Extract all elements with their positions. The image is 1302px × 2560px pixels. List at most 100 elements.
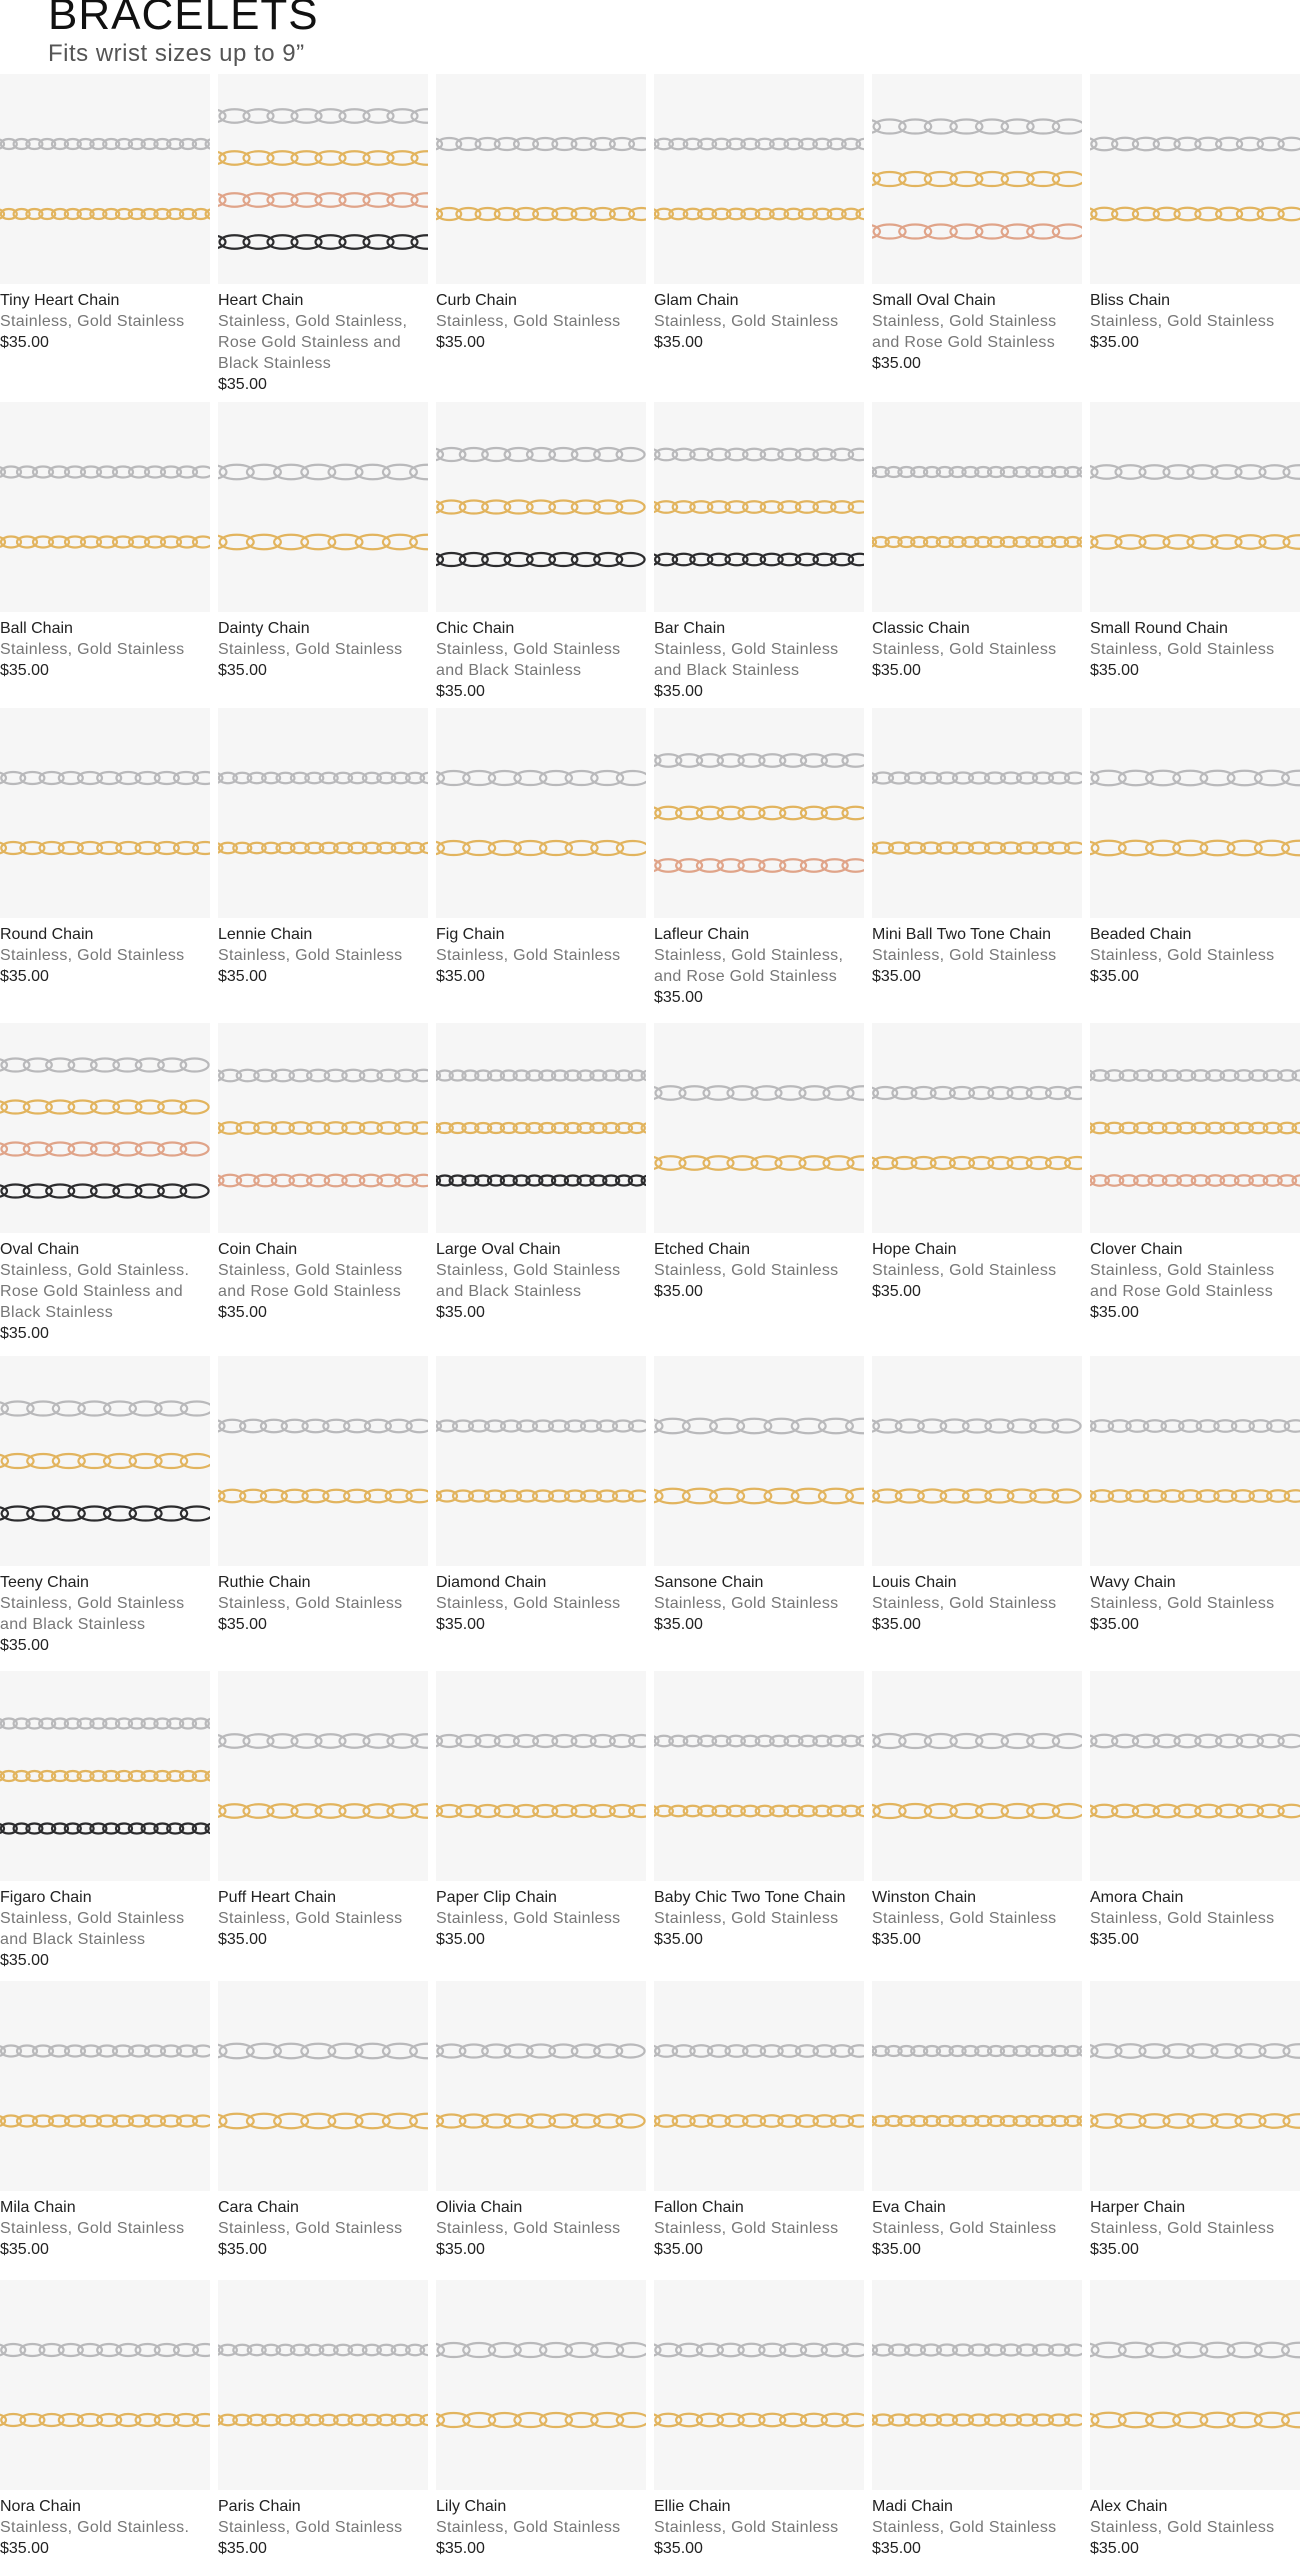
product-card[interactable]: Lafleur Chain Stainless, Gold Stainless, … xyxy=(654,708,864,1008)
product-card[interactable]: Heart Chain Stainless, Gold Stainless, Ro… xyxy=(218,74,428,395)
chain-link xyxy=(671,447,696,462)
product-card[interactable]: Oval Chain Stainless, Gold Stainless. Ros… xyxy=(0,1023,210,1344)
chain-link xyxy=(235,1173,260,1188)
product-card[interactable]: Madi Chain Stainless, Gold Stainless $35.0… xyxy=(872,2280,1082,2559)
chain-link xyxy=(458,499,489,515)
product-card[interactable]: Mila Chain Stainless, Gold Stainless $35.0… xyxy=(0,1981,210,2260)
chain-link xyxy=(741,2114,767,2128)
chain-link xyxy=(759,2044,784,2058)
product-card[interactable]: Alex Chain Stainless, Gold Stainless $35.0… xyxy=(1090,2280,1300,2559)
chain-link xyxy=(841,1734,862,1748)
chain-link xyxy=(1076,2115,1082,2127)
product-card[interactable]: Beaded Chain Stainless, Gold Stainless $35… xyxy=(1090,708,1300,987)
chain-link xyxy=(154,1452,189,1470)
chain-link xyxy=(532,206,559,222)
chain-link xyxy=(1038,2114,1057,2128)
chain-link xyxy=(179,1452,210,1470)
product-card[interactable]: Puff Heart Chain Stainless, Gold Stainles… xyxy=(218,1671,428,1950)
chain-link xyxy=(917,1488,948,1504)
product-card[interactable]: Ball Chain Stainless, Gold Stainless $35.0… xyxy=(0,402,210,681)
chain-link xyxy=(948,2114,967,2128)
product-card[interactable]: Clover Chain Stainless, Gold Stainless an… xyxy=(1090,1023,1300,1323)
chain-link xyxy=(939,1418,970,1434)
product-card[interactable]: Winston Chain Stainless, Gold Stainless $3… xyxy=(872,1671,1082,1950)
chain-link xyxy=(935,535,954,549)
chain-link xyxy=(1132,1174,1154,1187)
product-card[interactable]: Mini Ball Two Tone Chain Stainless, Gold … xyxy=(872,708,1082,987)
chain-link xyxy=(654,208,660,220)
product-card[interactable]: Lily Chain Stainless, Gold Stainless $35.0… xyxy=(436,2280,646,2559)
chain-link xyxy=(1281,2411,1300,2429)
product-card[interactable]: Sansone Chain Stainless, Gold Stainless $3… xyxy=(654,1356,864,1635)
product-card[interactable]: Paris Chain Stainless, Gold Stainless $35.… xyxy=(218,2280,428,2559)
chain-link xyxy=(872,536,878,548)
product-card[interactable]: Hope Chain Stainless, Gold Stainless $35.0… xyxy=(872,1023,1082,1302)
product-card[interactable]: Dainty Chain Stainless, Gold Stainless $35… xyxy=(218,402,428,681)
product-card[interactable]: Glam Chain Stainless, Gold Stainless $35.0… xyxy=(654,74,864,353)
product-card[interactable]: Ellie Chain Stainless, Gold Stainless $35.… xyxy=(654,2280,864,2559)
product-card[interactable]: Bar Chain Stainless, Gold Stainless and B… xyxy=(654,402,864,702)
chain-link xyxy=(410,108,428,124)
chain-link xyxy=(872,2115,878,2127)
chain-link xyxy=(1025,2044,1044,2058)
chain-link xyxy=(1015,771,1039,785)
chain-link xyxy=(102,1400,138,1417)
product-card[interactable]: Wavy Chain Stainless, Gold Stainless $35.0… xyxy=(1090,1356,1300,1635)
chain-link xyxy=(614,1174,634,1187)
product-card[interactable]: Coin Chain Stainless, Gold Stainless and … xyxy=(218,1023,428,1323)
chain-link xyxy=(166,1822,185,1835)
chain-link xyxy=(25,137,44,151)
chain-link xyxy=(474,1733,501,1749)
product-card[interactable]: Olivia Chain Stainless, Gold Stainless $35… xyxy=(436,1981,646,2260)
product-card[interactable]: Large Oval Chain Stainless, Gold Stainles… xyxy=(436,1023,646,1323)
product-card[interactable]: Cara Chain Stainless, Gold Stainless $35.0… xyxy=(218,1981,428,2260)
product-card[interactable]: Eva Chain Stainless, Gold Stainless $35.00 xyxy=(872,1981,1082,2260)
product-card[interactable]: Fig Chain Stainless, Gold Stainless $35.00 xyxy=(436,708,646,987)
product-card[interactable]: Figaro Chain Stainless, Gold Stainless an… xyxy=(0,1671,210,1971)
chain-link xyxy=(681,1417,719,1435)
chain-link xyxy=(246,771,267,785)
product-card[interactable]: Curb Chain Stainless, Gold Stainless $35.0… xyxy=(436,74,646,353)
chain-link xyxy=(602,1174,621,1187)
chain-link xyxy=(737,753,766,768)
product-card[interactable]: Paper Clip Chain Stainless, Gold Stainles… xyxy=(436,1671,646,1950)
image-background xyxy=(218,708,428,918)
image-background xyxy=(0,1981,210,2191)
product-card[interactable]: Nora Chain Stainless, Gold Stainless. $35.… xyxy=(0,2280,210,2559)
product-card[interactable]: Bliss Chain Stainless, Gold Stainless $35.… xyxy=(1090,74,1300,353)
chain-link xyxy=(0,1823,6,1834)
product-card[interactable]: Diamond Chain Stainless, Gold Stainless $3… xyxy=(436,1356,646,1635)
product-card[interactable]: Small Oval Chain Stainless, Gold Stainles… xyxy=(872,74,1082,374)
product-card[interactable]: Ruthie Chain Stainless, Gold Stainless $35… xyxy=(218,1356,428,1635)
product-card[interactable]: Teeny Chain Stainless, Gold Stainless and… xyxy=(0,1356,210,1656)
chain-link xyxy=(654,1487,691,1505)
chain-link xyxy=(79,2114,103,2128)
chain-link xyxy=(654,2044,661,2058)
chain-link xyxy=(275,2343,296,2357)
product-card[interactable]: Harper Chain Stainless, Gold Stainless $35… xyxy=(1090,1981,1300,2260)
product-card[interactable]: Etched Chain Stainless, Gold Stainless $35… xyxy=(654,1023,864,1302)
chain-link xyxy=(436,206,463,222)
chain-link xyxy=(754,207,775,221)
product-card[interactable]: Chic Chain Stainless, Gold Stainless and … xyxy=(436,402,646,702)
product-card[interactable]: Tiny Heart Chain Stainless, Gold Stainles… xyxy=(0,74,210,353)
chain-link xyxy=(458,2043,489,2059)
chain-link xyxy=(363,1488,392,1504)
chain-link xyxy=(550,1121,570,1135)
product-card[interactable]: Lennie Chain Stainless, Gold Stainless $35… xyxy=(218,708,428,987)
chain-link xyxy=(410,1733,428,1749)
chain-link xyxy=(458,2113,489,2129)
product-card[interactable]: Baby Chic Two Tone Chain Stainless, Gold … xyxy=(654,1671,864,1950)
chain-link xyxy=(0,1505,35,1522)
chain-link xyxy=(948,1155,976,1171)
product-card[interactable]: Fallon Chain Stainless, Gold Stainless $35… xyxy=(654,1981,864,2260)
product-card[interactable]: Round Chain Stainless, Gold Stainless $35.… xyxy=(0,708,210,987)
product-card[interactable]: Louis Chain Stainless, Gold Stainless $35.… xyxy=(872,1356,1082,1635)
product-image xyxy=(218,708,428,918)
chain-link xyxy=(179,1057,210,1073)
chain-link xyxy=(1152,206,1181,222)
product-card[interactable]: Classic Chain Stainless, Gold Stainless $3… xyxy=(872,402,1082,681)
product-card[interactable]: Small Round Chain Stainless, Gold Stainle… xyxy=(1090,402,1300,681)
product-card[interactable]: Amora Chain Stainless, Gold Stainless $35.… xyxy=(1090,1671,1300,1950)
chain-link xyxy=(191,2114,210,2128)
